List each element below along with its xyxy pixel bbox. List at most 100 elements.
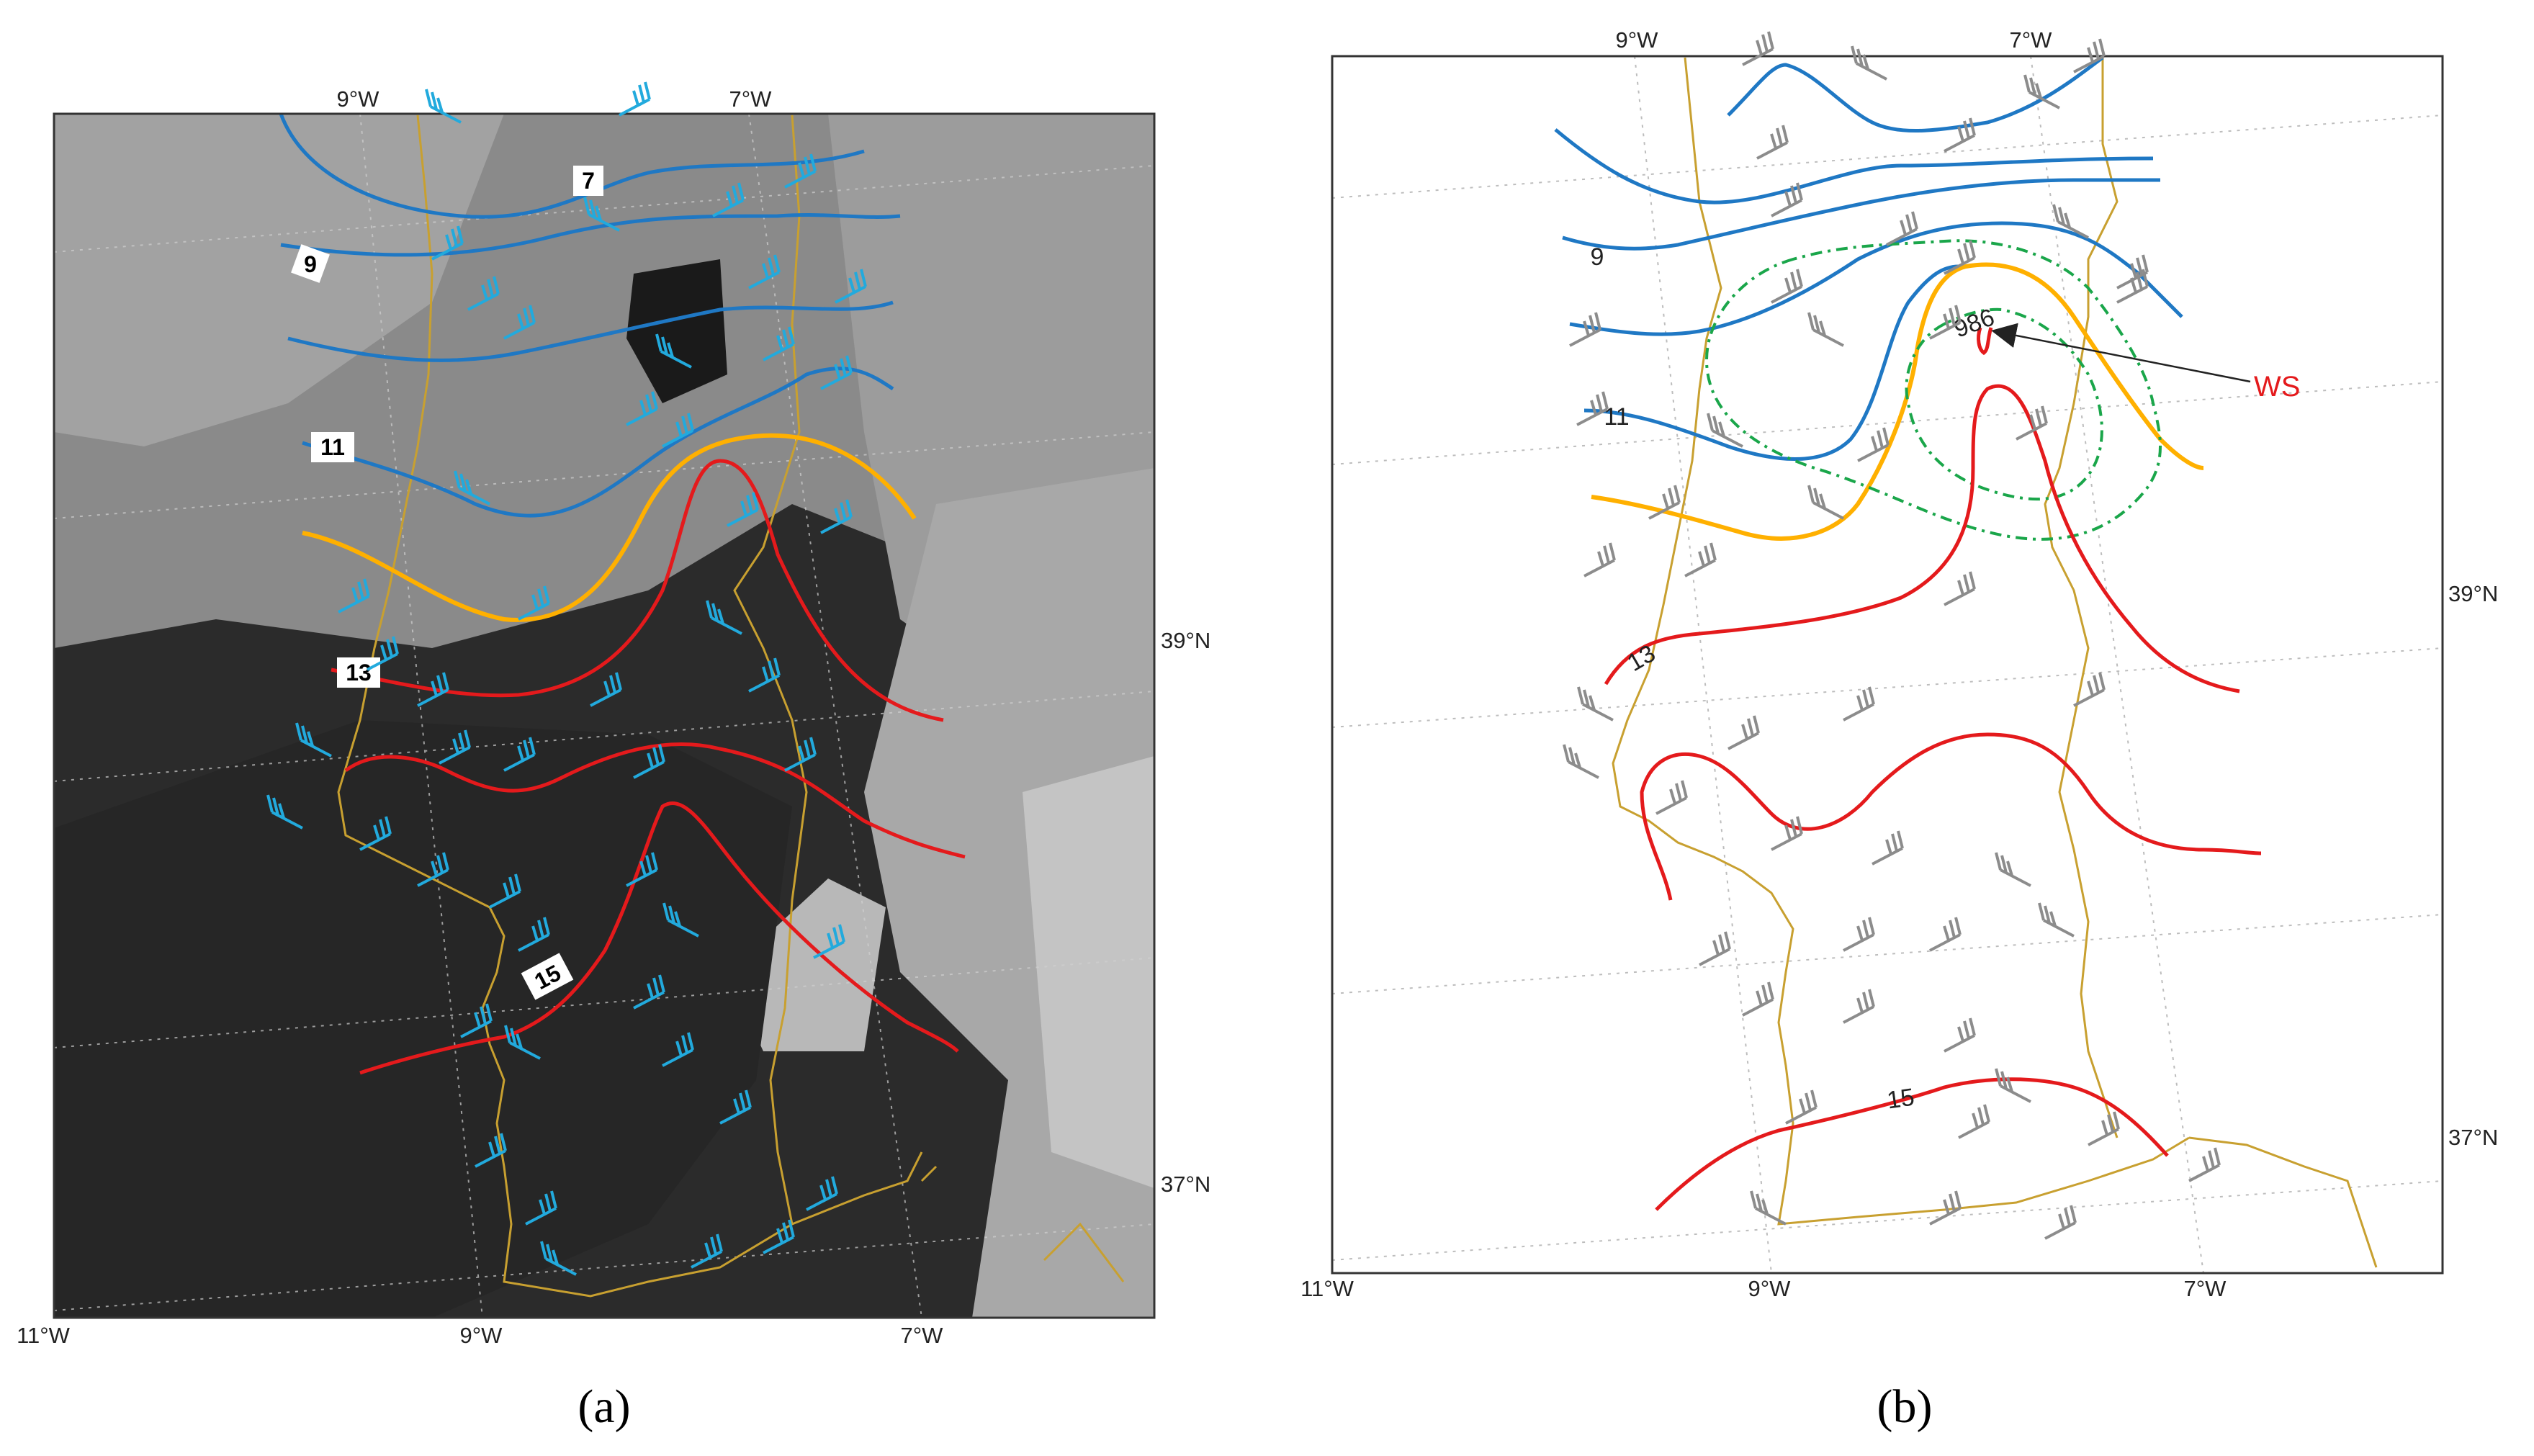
coastline [337,114,1125,1298]
wind-barb [2073,672,2106,707]
wind-barb [2188,1147,2221,1182]
graticule [54,114,1154,1318]
wind-barb [633,974,665,1010]
wind-barb [763,1219,795,1254]
wind-barb [626,391,658,426]
wind-barb [1857,427,1890,462]
wind-barb [706,600,742,635]
contour-label: 13 [346,660,372,686]
caption-a: (a) [578,1380,630,1433]
wind-barb [2073,38,2106,73]
wind-barb [518,585,550,621]
wind-barb [2044,1205,2077,1240]
wind-barb [784,153,817,189]
wind-barb [295,722,332,758]
ws-annotation: WS [2254,371,2300,403]
wind-barb [454,470,490,505]
wind-barb [763,326,795,361]
bottom-axis-label: 9°W [1748,1276,1792,1301]
wind-barb [1750,1190,1787,1226]
caption-b: (b) [1877,1380,1933,1433]
wind-barb [467,276,500,311]
wind-barb [417,672,449,707]
wind-barb [1756,125,1789,160]
graticule [1332,56,2443,1273]
wind-barb [748,657,781,693]
top-axis-label: 9°W [337,86,380,112]
wind-barb [662,902,699,938]
wind-barb [813,924,845,959]
wind-barb [503,737,536,772]
wind-barb [1807,485,1844,520]
panel-a: 7 9 11 13 15 9°W 7°W 11°W 9°W 7°W 39°N 3… [17,81,1210,1433]
wind-barb [1944,240,1976,275]
bottom-axis-label: 11°W [1300,1276,1354,1301]
top-axis-label: 7°W [729,86,773,112]
wind-barb [1995,852,2031,887]
wind-barb [583,197,620,232]
contour-orange [1591,262,2204,541]
wind-barb [1872,830,1904,866]
contour-label: 9 [304,251,317,277]
top-axis-label: 9°W [1616,27,1659,53]
top-axis-label: 7°W [2010,27,2053,53]
wind-barb [1771,816,1803,851]
wind-barb [1569,312,1601,347]
wind-barb [691,1233,723,1269]
contours-green [1704,239,2162,541]
wind-barb [1707,413,1743,448]
bottom-axis-label: 7°W [2184,1276,2227,1301]
wind-barb [1843,917,1875,952]
wind-barb [1886,211,1918,246]
wind-barb [806,1176,838,1211]
wind-barb [475,1133,507,1168]
wind-barb [489,873,521,909]
wind-barb [503,305,536,340]
wind-barb [266,794,303,830]
wind-barb [626,852,658,887]
wind-barb [748,254,781,289]
annotation-arrow [1991,323,2251,383]
wind-barb [359,816,392,851]
wind-barb [1699,931,1731,966]
wind-barb [2088,1111,2120,1146]
wind-barb [1563,744,1599,779]
wind-barb [1944,571,1976,606]
right-axis-label: 39°N [2448,581,2498,606]
wind-barb [1583,542,1616,578]
wind-barb [820,499,853,534]
wind-barb [1785,1089,1818,1125]
panel-a-frame [53,112,1156,1319]
wind-barb [820,355,853,390]
wind-barb [2052,204,2089,239]
wind-barb [504,1025,541,1060]
bottom-axis-label: 9°W [460,1323,503,1348]
wind-barb [425,89,462,124]
contours-blue [279,114,901,518]
contours-red [1604,327,2262,1211]
wind-barb [1807,312,1844,347]
wind-barb [1944,1017,1976,1053]
contour-label: 15 [1885,1084,1916,1115]
wind-barb [1944,117,1976,153]
panel-b: 9 11 13 15 986 WS 9°W 7°W 11°W 9°W 7°W 3… [1300,27,2498,1433]
contour-labels-a: 7 9 11 13 15 [291,166,603,1000]
coastline [1612,56,2378,1268]
wind-barb [1843,686,1875,722]
wind-barb [460,1003,493,1038]
bottom-axis-label: 7°W [901,1323,944,1348]
wind-barb [655,333,692,369]
wind-barb [431,225,464,261]
wind-barb [1577,686,1614,722]
contour-label: 7 [582,168,595,194]
wind-barb [439,729,471,765]
wind-barb [590,672,622,707]
wind-barb [1727,715,1760,750]
wind-barb [1655,780,1688,815]
wind-barb [1648,485,1681,520]
wind-barb [1843,989,1875,1024]
right-axis-label: 39°N [1161,628,1210,653]
wind-barb [662,1032,694,1067]
wind-barb [835,269,867,304]
satellite-image [54,114,1154,1318]
